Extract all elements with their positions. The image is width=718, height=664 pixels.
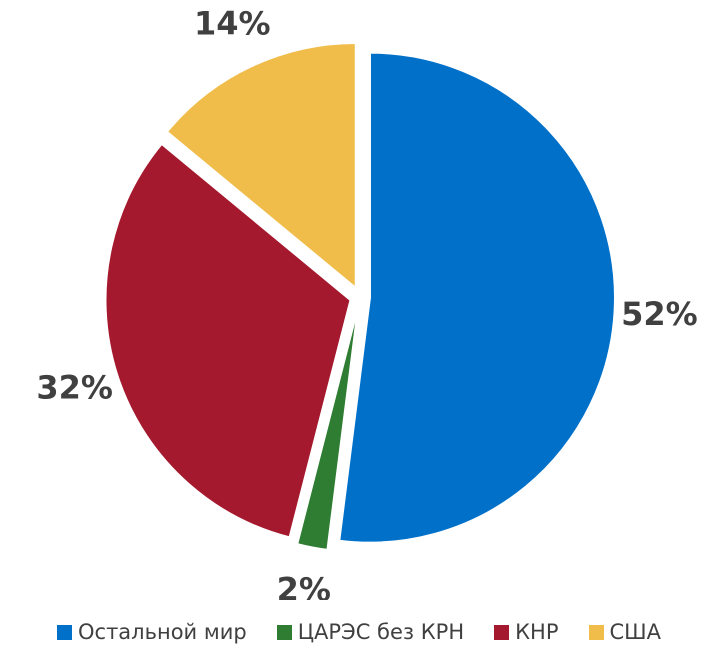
legend-item-usa: США bbox=[588, 620, 662, 644]
slice-usa bbox=[165, 41, 357, 291]
data-label: 14% bbox=[194, 5, 271, 43]
legend-item-prc: КНР bbox=[494, 620, 559, 644]
legend-label: КНР bbox=[515, 620, 559, 644]
slice-rest-of-world bbox=[338, 51, 616, 544]
legend-item-carec-excl-prc: ЦАРЭС без КРН bbox=[276, 620, 465, 644]
legend-item-rest-of-world: Остальной мир bbox=[57, 620, 247, 644]
data-label: 32% bbox=[36, 369, 113, 407]
legend-swatch bbox=[276, 624, 292, 640]
legend-swatch bbox=[57, 624, 72, 640]
legend-label: ЦАРЭС без КРН bbox=[297, 620, 465, 644]
slice-carec-excl-prc bbox=[295, 306, 360, 552]
legend-swatch bbox=[588, 624, 604, 640]
legend-label: Остальной мир bbox=[78, 620, 247, 644]
slice-prc bbox=[104, 142, 352, 539]
data-label: 52% bbox=[621, 295, 698, 333]
data-label: 2% bbox=[277, 571, 331, 600]
pie-chart: 52% 2% 32% 14% bbox=[36, 5, 698, 600]
chart-legend: Остальной мир ЦАРЭС без КРН КНР США bbox=[0, 612, 718, 652]
legend-swatch bbox=[494, 624, 510, 640]
legend-label: США bbox=[609, 620, 662, 644]
